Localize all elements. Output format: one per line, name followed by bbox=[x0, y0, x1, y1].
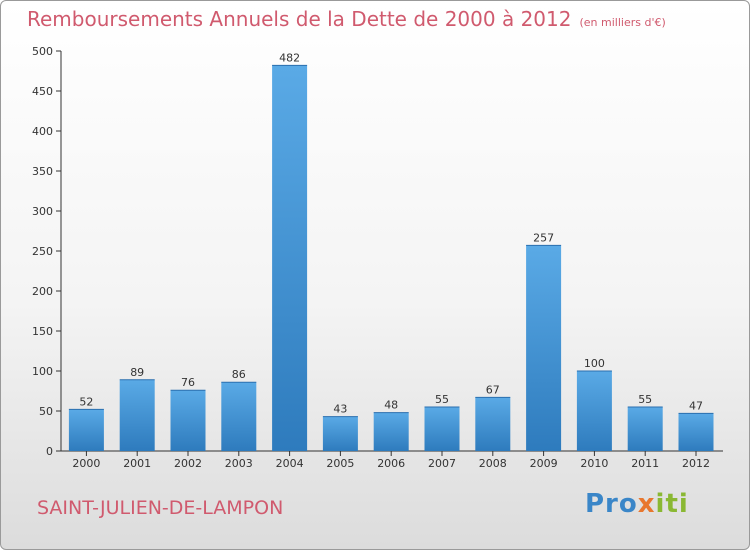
bar-value-label: 257 bbox=[533, 231, 554, 244]
logo-part-1: Pro bbox=[585, 489, 638, 519]
chart-title: Remboursements Annuels de la Dette de 20… bbox=[27, 7, 666, 31]
x-tick-label: 2010 bbox=[580, 457, 608, 470]
x-tick-label: 2005 bbox=[326, 457, 354, 470]
bar-value-label: 47 bbox=[689, 399, 703, 412]
bar bbox=[170, 390, 206, 451]
y-tick-label: 50 bbox=[39, 405, 53, 418]
bar bbox=[576, 371, 612, 451]
bar bbox=[678, 413, 714, 451]
y-tick-label: 500 bbox=[32, 45, 53, 58]
y-tick-label: 250 bbox=[32, 245, 53, 258]
bar bbox=[322, 416, 358, 451]
bar-value-label: 55 bbox=[435, 393, 449, 406]
y-tick-label: 450 bbox=[32, 85, 53, 98]
y-tick-label: 0 bbox=[46, 445, 53, 458]
bar bbox=[526, 245, 562, 451]
y-tick-label: 300 bbox=[32, 205, 53, 218]
bar bbox=[627, 407, 663, 451]
unit-text: (en milliers d'€) bbox=[579, 16, 666, 29]
logo-part-2: x bbox=[637, 489, 656, 519]
x-tick-label: 2001 bbox=[123, 457, 151, 470]
x-tick-label: 2011 bbox=[631, 457, 659, 470]
y-tick-label: 200 bbox=[32, 285, 53, 298]
logo-part-3: iti bbox=[655, 489, 689, 519]
y-tick-label: 150 bbox=[32, 325, 53, 338]
bar bbox=[424, 407, 460, 451]
bar bbox=[475, 397, 511, 451]
x-tick-label: 2008 bbox=[479, 457, 507, 470]
bar-value-label: 76 bbox=[181, 376, 195, 389]
x-tick-label: 2007 bbox=[428, 457, 456, 470]
bar bbox=[373, 412, 409, 451]
bar-value-label: 100 bbox=[584, 357, 605, 370]
x-tick-label: 2002 bbox=[174, 457, 202, 470]
commune-name: SAINT-JULIEN-DE-LAMPON bbox=[37, 497, 284, 519]
bar-value-label: 55 bbox=[638, 393, 652, 406]
proxiti-logo: Proxiti bbox=[585, 489, 689, 519]
x-tick-label: 2003 bbox=[225, 457, 253, 470]
x-tick-label: 2006 bbox=[377, 457, 405, 470]
x-tick-label: 2012 bbox=[682, 457, 710, 470]
bar-value-label: 43 bbox=[333, 403, 347, 416]
y-tick-label: 100 bbox=[32, 365, 53, 378]
bar-value-label: 89 bbox=[130, 366, 144, 379]
bar bbox=[119, 379, 155, 451]
bar-value-label: 482 bbox=[279, 51, 300, 64]
bar-value-label: 52 bbox=[79, 395, 93, 408]
x-tick-label: 2000 bbox=[72, 457, 100, 470]
bar-value-label: 48 bbox=[384, 399, 398, 412]
title-text: Remboursements Annuels de la Dette de 20… bbox=[27, 7, 572, 31]
y-tick-label: 350 bbox=[32, 165, 53, 178]
x-tick-label: 2004 bbox=[276, 457, 304, 470]
bar-value-label: 67 bbox=[486, 383, 500, 396]
x-tick-label: 2009 bbox=[530, 457, 558, 470]
bar bbox=[68, 409, 104, 451]
bar-value-label: 86 bbox=[232, 368, 246, 381]
y-tick-label: 400 bbox=[32, 125, 53, 138]
bar bbox=[272, 65, 308, 452]
bar bbox=[221, 382, 257, 451]
